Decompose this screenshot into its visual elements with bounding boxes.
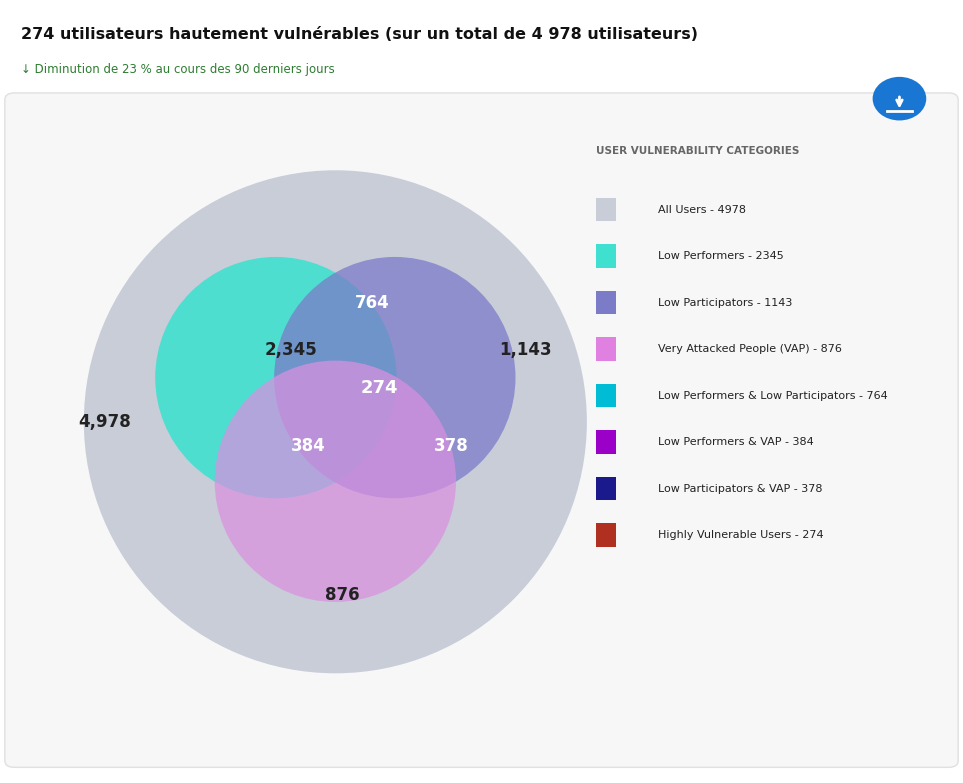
FancyBboxPatch shape: [596, 244, 616, 268]
FancyBboxPatch shape: [596, 384, 616, 407]
Text: Low Performers & VAP - 384: Low Performers & VAP - 384: [659, 437, 814, 447]
Text: 378: 378: [433, 437, 468, 455]
Text: Very Attacked People (VAP) - 876: Very Attacked People (VAP) - 876: [659, 344, 843, 354]
Text: All Users - 4978: All Users - 4978: [659, 204, 746, 215]
Text: Low Performers & Low Participators - 764: Low Performers & Low Participators - 764: [659, 391, 888, 401]
FancyBboxPatch shape: [5, 93, 958, 767]
Text: Low Participators - 1143: Low Participators - 1143: [659, 298, 793, 308]
Circle shape: [274, 257, 515, 498]
Circle shape: [215, 361, 456, 602]
Circle shape: [872, 77, 926, 121]
Text: ↓ Diminution de 23 % au cours des 90 derniers jours: ↓ Diminution de 23 % au cours des 90 der…: [21, 63, 335, 76]
Text: Low Participators & VAP - 378: Low Participators & VAP - 378: [659, 484, 822, 493]
Circle shape: [155, 257, 397, 498]
FancyBboxPatch shape: [596, 477, 616, 500]
FancyBboxPatch shape: [596, 197, 616, 222]
FancyBboxPatch shape: [596, 431, 616, 454]
FancyBboxPatch shape: [596, 337, 616, 361]
FancyBboxPatch shape: [596, 290, 616, 315]
Text: 1,143: 1,143: [500, 341, 552, 359]
Text: Highly Vulnerable Users - 274: Highly Vulnerable Users - 274: [659, 530, 824, 540]
Text: 384: 384: [291, 437, 325, 455]
FancyBboxPatch shape: [596, 523, 616, 547]
Text: 274: 274: [361, 379, 399, 397]
Text: Low Performers - 2345: Low Performers - 2345: [659, 251, 784, 261]
Text: 2,345: 2,345: [265, 341, 318, 359]
Text: 274 utilisateurs hautement vulnérables (sur un total de 4 978 utilisateurs): 274 utilisateurs hautement vulnérables (…: [21, 27, 698, 42]
Text: 764: 764: [355, 294, 390, 312]
Text: 876: 876: [325, 586, 359, 604]
Text: 4,978: 4,978: [78, 413, 131, 431]
Circle shape: [84, 170, 586, 673]
Text: USER VULNERABILITY CATEGORIES: USER VULNERABILITY CATEGORIES: [596, 146, 799, 156]
